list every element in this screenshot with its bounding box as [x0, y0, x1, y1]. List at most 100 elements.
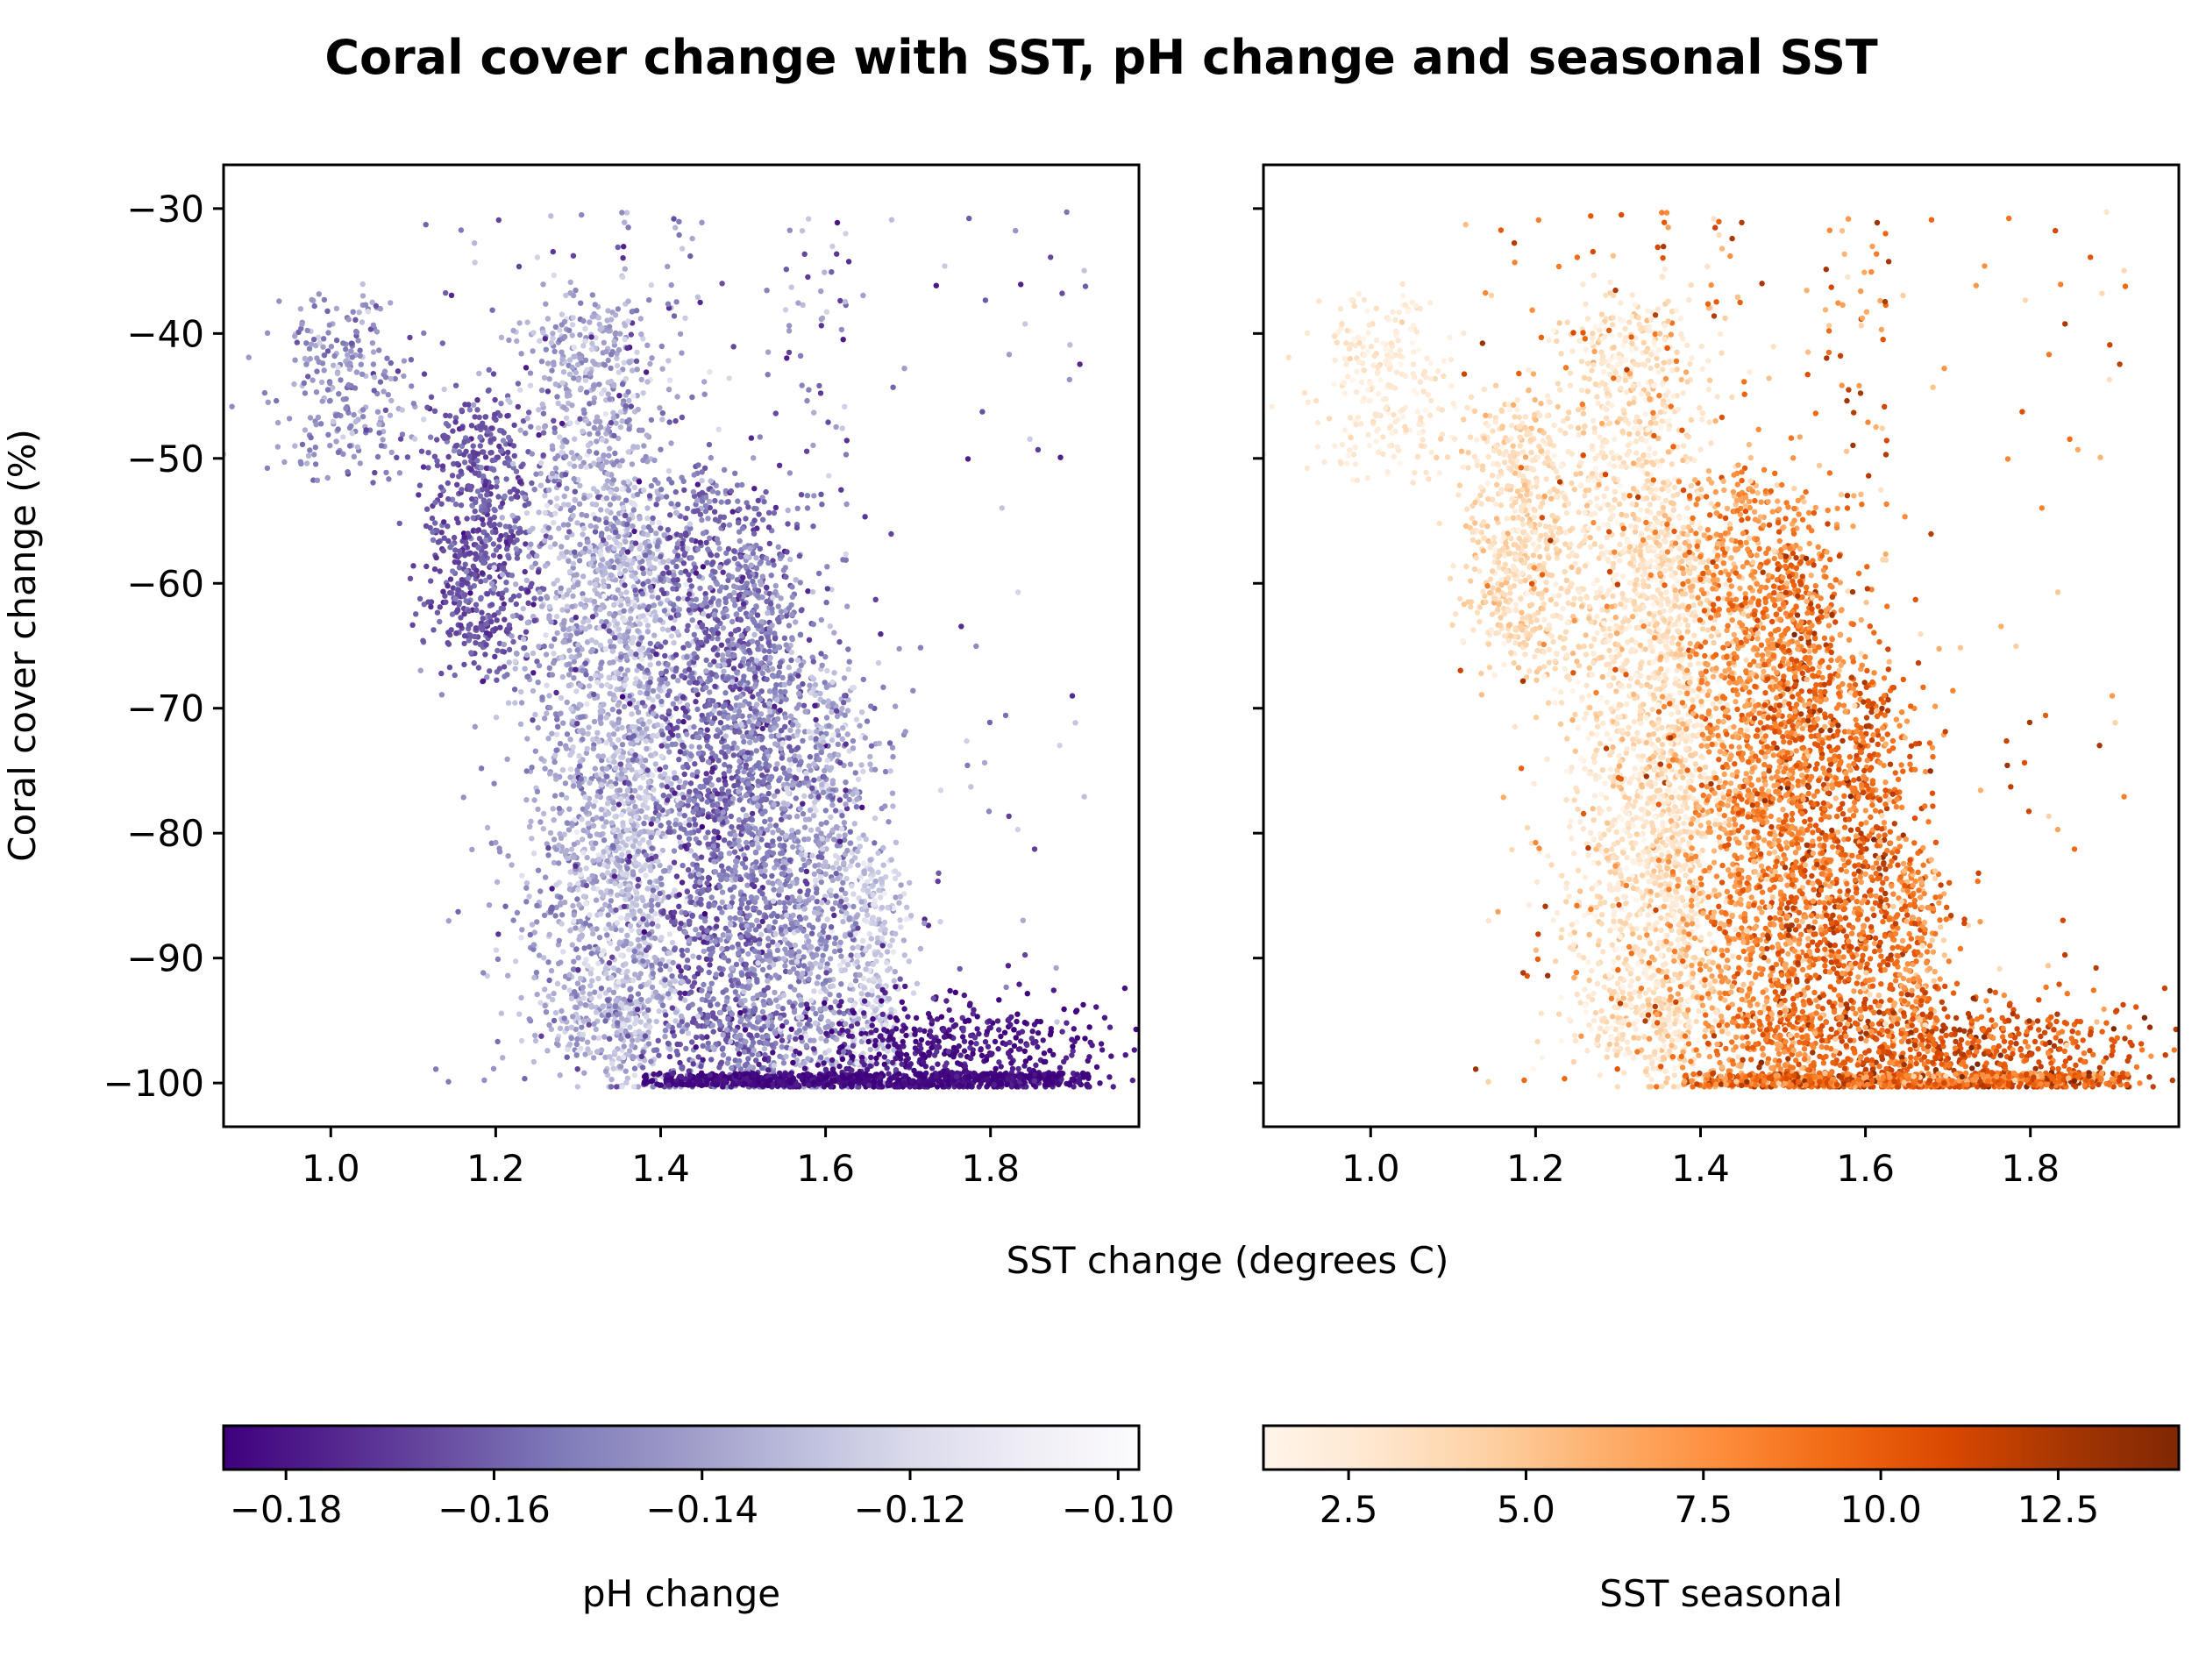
scatter-point [494, 617, 500, 623]
scatter-point [836, 947, 843, 954]
scatter-point [696, 965, 702, 972]
scatter-point [568, 666, 574, 673]
scatter-point [724, 945, 730, 952]
scatter-point [358, 361, 364, 367]
scatter-point [297, 306, 304, 312]
scatter-point [299, 441, 306, 448]
scatter-point [456, 565, 463, 571]
scatter-point [469, 846, 475, 853]
scatter-point [543, 632, 549, 638]
scatter-point [665, 558, 672, 564]
scatter-point [650, 815, 657, 822]
scatter-point [479, 609, 485, 616]
scatter-point [725, 545, 732, 552]
scatter-point [619, 694, 626, 700]
scatter-point [615, 892, 621, 898]
scatter-point [537, 888, 544, 894]
scatter-point [571, 658, 577, 665]
scatter-point [440, 547, 446, 554]
scatter-point [736, 1050, 743, 1057]
scatter-point [347, 360, 353, 367]
scatter-point [665, 692, 671, 699]
scatter-point [728, 972, 734, 979]
scatter-point [647, 662, 653, 668]
scatter-point [570, 902, 576, 909]
scatter-point [731, 555, 737, 562]
scatter-point [770, 558, 776, 564]
scatter-point [700, 530, 707, 537]
scatter-point [491, 612, 498, 618]
scatter-point [543, 346, 549, 352]
scatter-point [298, 325, 304, 331]
scatter-point [681, 813, 687, 819]
scatter-point [656, 1008, 662, 1014]
scatter-point [568, 1024, 575, 1030]
scatter-point [620, 839, 626, 845]
scatter-point [579, 511, 585, 518]
scatter-point [517, 427, 523, 433]
scatter-point [658, 698, 665, 705]
scatter-point [553, 613, 560, 620]
scatter-point [505, 700, 512, 706]
scatter-point [588, 1002, 594, 1009]
scatter-point [630, 393, 637, 399]
scatter-point [537, 482, 544, 488]
scatter-point [630, 367, 636, 374]
scatter-point [624, 478, 631, 485]
scatter-point [642, 758, 649, 764]
scatter-point [665, 263, 671, 270]
scatter-point [519, 927, 525, 933]
scatter-point [595, 852, 601, 858]
scatter-point [610, 415, 616, 421]
scatter-point [565, 1046, 571, 1053]
scatter-point [550, 806, 556, 812]
scatter-point [635, 1084, 642, 1090]
scatter-point [715, 801, 721, 808]
scatter-point [611, 674, 618, 681]
scatter-point [621, 608, 627, 614]
scatter-point [585, 730, 591, 737]
scatter-point [367, 326, 374, 332]
scatter-point [639, 763, 646, 770]
scatter-point [605, 426, 611, 433]
scatter-point [324, 308, 331, 314]
scatter-point [645, 772, 651, 778]
scatter-point [706, 901, 712, 908]
scatter-point [631, 484, 637, 490]
scatter-point [603, 819, 609, 825]
scatter-point [486, 502, 492, 509]
scatter-point [570, 854, 576, 860]
scatter-point [575, 880, 581, 886]
scatter-point [635, 876, 642, 883]
scatter-point [645, 944, 651, 951]
scatter-point [557, 710, 564, 716]
scatter-point [327, 380, 333, 387]
scatter-point [462, 561, 468, 567]
scatter-point [594, 730, 601, 736]
scatter-point [567, 420, 573, 426]
scatter-point [630, 723, 636, 730]
scatter-point [566, 827, 573, 833]
scatter-point [563, 794, 570, 801]
scatter-point [327, 443, 333, 449]
scatter-point [672, 978, 679, 985]
scatter-point [557, 740, 564, 747]
scatter-point [501, 664, 508, 670]
scatter-point [729, 894, 736, 901]
scatter-point [676, 903, 682, 910]
scatter-point [620, 504, 627, 511]
scatter-point [729, 509, 736, 515]
scatter-point [513, 545, 519, 552]
scatter-point [549, 470, 556, 477]
scatter-point [674, 552, 681, 559]
scatter-point [627, 1024, 633, 1030]
scatter-point [614, 920, 620, 926]
scatter-point [630, 507, 637, 513]
scatter-point [662, 1034, 668, 1040]
scatter-point [529, 451, 535, 457]
scatter-point [571, 463, 578, 469]
scatter-point [688, 583, 694, 589]
scatter-point [551, 659, 557, 666]
scatter-point [725, 649, 731, 656]
scatter-point [588, 346, 595, 352]
